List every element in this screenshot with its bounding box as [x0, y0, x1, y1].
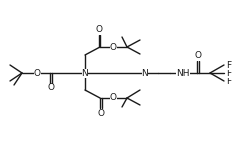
- Text: O: O: [95, 26, 103, 35]
- Text: F: F: [226, 60, 231, 69]
- Text: O: O: [97, 108, 105, 117]
- Text: F: F: [226, 77, 231, 86]
- Text: O: O: [47, 84, 55, 93]
- Text: NH: NH: [176, 68, 190, 77]
- Text: O: O: [109, 94, 117, 103]
- Text: O: O: [109, 42, 117, 51]
- Text: O: O: [33, 68, 41, 77]
- Text: O: O: [195, 51, 201, 60]
- Text: F: F: [226, 68, 231, 77]
- Text: N: N: [82, 68, 88, 77]
- Text: N: N: [142, 68, 148, 77]
